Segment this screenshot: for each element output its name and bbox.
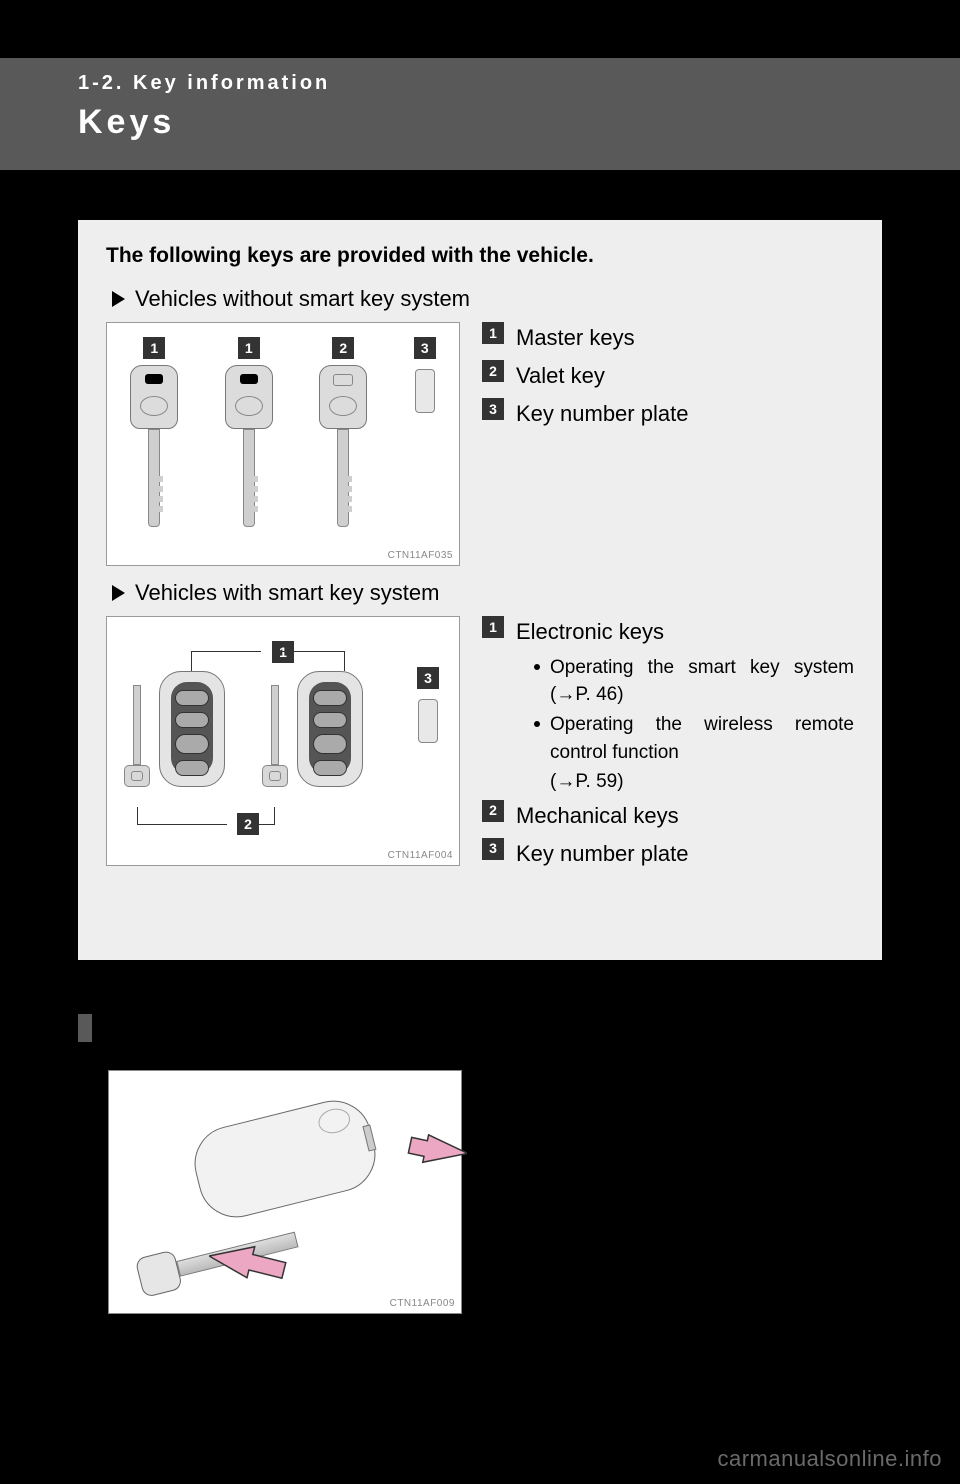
valet-key-icon	[319, 365, 367, 535]
figure-mechanical-key-removal: CTN11AF009	[108, 1070, 462, 1314]
bullet-icon	[534, 721, 540, 727]
group2-heading-text: Vehicles with smart key system	[135, 580, 439, 606]
legend-row: 2 Valet key	[482, 360, 854, 392]
marker-badge: 2	[482, 360, 504, 382]
mechanical-key-icon	[129, 685, 145, 795]
key-col: 2	[319, 337, 367, 535]
marker-badge: 3	[414, 337, 436, 359]
group1-heading-text: Vehicles without smart key system	[135, 286, 470, 312]
legend-sub: Operating the smart key system (→P. 46)	[534, 654, 854, 709]
fig2-layout: 1 3	[107, 641, 459, 841]
key-col: 1	[130, 337, 178, 535]
figure-code: CTN11AF035	[388, 550, 453, 561]
legend-label: Valet key	[516, 360, 605, 392]
plate-col: 3	[417, 667, 439, 743]
arrow-icon	[397, 1133, 467, 1173]
legend-label: Key number plate	[516, 398, 688, 430]
legend-row: 1 Master keys	[482, 322, 854, 354]
plate-col: 3	[414, 337, 436, 413]
marker-badge: 1	[143, 337, 165, 359]
electronic-key-icon	[297, 671, 363, 787]
page-root: 1-2. Key information Keys The following …	[0, 0, 960, 1484]
intro-text: The following keys are provided with the…	[106, 244, 854, 268]
callout-line	[137, 807, 227, 825]
page-title: Keys	[78, 95, 960, 142]
group1-legend: 1 Master keys 2 Valet key 3 Key number p…	[482, 322, 854, 566]
watermark-text: carmanualsonline.info	[717, 1446, 942, 1472]
content-panel: The following keys are provided with the…	[78, 220, 882, 960]
arrow-icon	[209, 1237, 299, 1287]
legend-sub-text: Operating the wireless remote control fu…	[550, 711, 854, 766]
section-tab-icon	[78, 1014, 92, 1042]
bullet-icon	[534, 664, 540, 670]
marker-badge: 2	[332, 337, 354, 359]
electronic-key-icon	[159, 671, 225, 787]
key-number-plate-icon	[415, 369, 435, 413]
group2-heading: Vehicles with smart key system	[112, 580, 854, 606]
figure-traditional-keys: 1 1 2	[106, 322, 460, 566]
keys-row: 1 1 2	[107, 337, 459, 535]
legend-label: Mechanical keys	[516, 800, 679, 832]
fob-slot-icon	[362, 1124, 376, 1151]
marker-badge: 1	[238, 337, 260, 359]
marker-badge: 3	[482, 838, 504, 860]
marker-badge: 3	[417, 667, 439, 689]
legend-row: 3 Key number plate	[482, 838, 854, 870]
master-key-icon	[225, 365, 273, 535]
master-key-icon	[130, 365, 178, 535]
group1-row: 1 1 2	[106, 322, 854, 566]
triangle-icon	[112, 585, 125, 601]
legend-sub-text: (→P. 59)	[550, 768, 854, 796]
callout-line	[275, 651, 345, 671]
triangle-icon	[112, 291, 125, 307]
legend-sub: Operating the wireless remote control fu…	[534, 711, 854, 766]
header-band: 1-2. Key information Keys	[0, 58, 960, 170]
marker-badge: 3	[482, 398, 504, 420]
legend-row: 3 Key number plate	[482, 398, 854, 430]
marker-badge: 1	[482, 616, 504, 638]
figure-code: CTN11AF009	[390, 1298, 455, 1309]
legend-label: Electronic keys	[516, 616, 664, 648]
marker-badge: 2	[237, 813, 259, 835]
mechanical-key-icon	[267, 685, 283, 795]
figure-code: CTN11AF004	[388, 850, 453, 861]
fob-iso-icon	[187, 1093, 384, 1226]
key-col: 1	[225, 337, 273, 535]
callout-line	[191, 651, 261, 671]
legend-label: Master keys	[516, 322, 635, 354]
group1-heading: Vehicles without smart key system	[112, 286, 854, 312]
section-label: 1-2. Key information	[78, 58, 960, 95]
marker-badge: 2	[482, 800, 504, 822]
key-number-plate-icon	[418, 699, 438, 743]
group2-row: 1 3	[106, 616, 854, 875]
callout-line	[259, 807, 275, 825]
marker-badge: 1	[482, 322, 504, 344]
legend-row: 2 Mechanical keys	[482, 800, 854, 832]
legend-row: 1 Electronic keys	[482, 616, 854, 648]
legend-label: Key number plate	[516, 838, 688, 870]
legend-sub-text: Operating the smart key system (→P. 46)	[550, 654, 854, 709]
lower-section: CTN11AF009	[78, 1014, 882, 1314]
figure-smart-keys: 1 3	[106, 616, 460, 866]
group2-legend: 1 Electronic keys Operating the smart ke…	[482, 616, 854, 875]
